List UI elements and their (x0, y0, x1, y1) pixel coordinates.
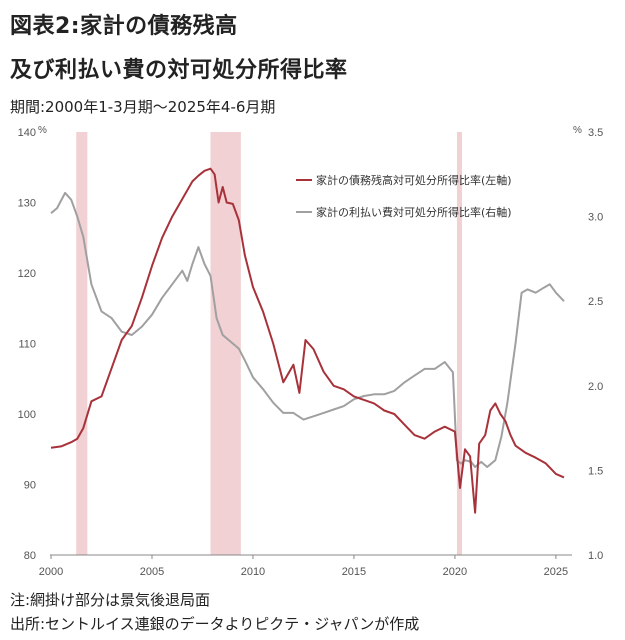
x-tick-label: 2010 (241, 566, 265, 578)
x-tick-label: 2020 (443, 566, 467, 578)
chart-title-line2: 及び利払い費の対可処分所得比率 (10, 58, 348, 83)
recession-band (456, 132, 462, 555)
right-tick-label: 2.5 (588, 296, 603, 308)
left-tick-label: 90 (24, 480, 36, 492)
period-label: 期間:2000年1-3月期～2025年4-6月期 (10, 98, 276, 116)
left-tick-label: 100 (18, 409, 36, 421)
x-axis-ticks: 2000 2005 2010 2015 2020 2025 (39, 555, 568, 578)
source-note: 出所:セントルイス連銀のデータよりピクテ・ジャパンが作成 (10, 615, 420, 633)
right-tick-label: 1.5 (588, 465, 603, 477)
legend: 家計の債務残高対可処分所得比率(左軸) 家計の利払い費対可処分所得比率(右軸) (296, 173, 512, 219)
right-tick-label: 3.0 (588, 212, 603, 224)
chart-title-line1: 図表2:家計の債務残高 (10, 14, 238, 39)
right-axis-ticks: 1.0 1.5 2.0 2.5 3.0 3.5 (588, 127, 603, 562)
left-axis-unit: % (38, 125, 47, 136)
series-lines (50, 167, 565, 514)
left-tick-label: 140 (18, 127, 36, 139)
right-tick-label: 1.0 (588, 550, 603, 562)
recession-bands (76, 132, 462, 555)
debt-ratio-line (50, 167, 565, 514)
left-tick-label: 110 (18, 339, 36, 351)
legend-label: 家計の利払い費対可処分所得比率(右軸) (316, 205, 512, 219)
x-tick-label: 2015 (342, 566, 366, 578)
x-tick-label: 2025 (544, 566, 568, 578)
footnote: 注:網掛け部分は景気後退局面 (10, 591, 211, 609)
legend-label: 家計の債務残高対可処分所得比率(左軸) (316, 173, 512, 187)
left-tick-label: 120 (18, 268, 36, 280)
left-tick-label: 80 (24, 550, 36, 562)
right-axis-unit: % (573, 125, 582, 136)
x-tick-label: 2005 (140, 566, 164, 578)
chart-area: 2000 2005 2010 2015 2020 2025 80 90 100 110 120 13… (18, 125, 604, 578)
interest-ratio-line (50, 191, 565, 468)
right-tick-label: 2.0 (588, 381, 603, 393)
left-axis-ticks: 80 90 100 110 120 130 140 (18, 127, 36, 562)
x-tick-label: 2000 (39, 566, 63, 578)
recession-band (76, 132, 88, 555)
left-tick-label: 130 (18, 198, 36, 210)
right-tick-label: 3.5 (588, 127, 603, 139)
